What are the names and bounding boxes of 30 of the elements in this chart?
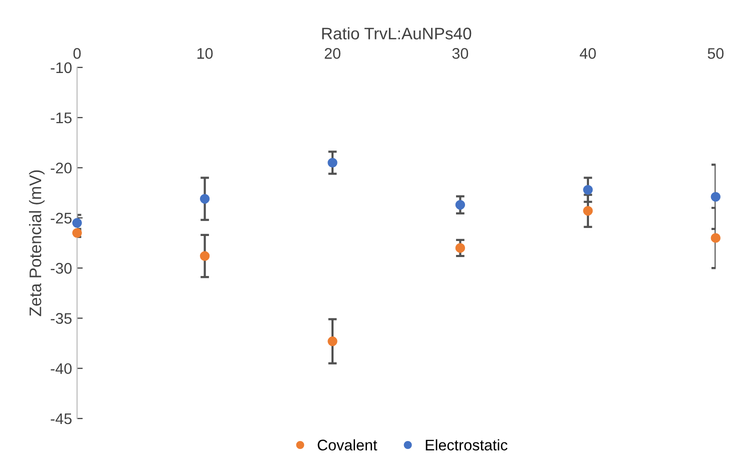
point [200,194,210,204]
y-tick-label: -35 [50,313,72,324]
y-tick-label: -45 [50,414,72,424]
point [583,184,593,195]
point [200,251,210,261]
point [328,336,338,346]
point [72,228,82,238]
y-axis-title: Zeta Potencial (mV) [29,170,45,316]
legend-label: Electrostatic [426,439,508,450]
point [455,200,466,210]
x-tick-label: 50 [708,48,724,59]
y-tick-label: -15 [50,112,72,124]
point [583,206,593,216]
x-tick-label: 0 [73,48,81,59]
y-tick-label: -40 [50,363,72,374]
point [455,243,466,253]
y-tick-label: -25 [50,212,72,224]
point [72,218,82,228]
y-tick-label: -30 [50,262,72,274]
point [710,192,721,202]
point [710,233,721,243]
point [328,158,338,168]
y-tick-label: -10 [50,62,72,74]
x-tick-label: 30 [452,48,468,59]
x-tick-label: 40 [580,48,596,59]
legend-label: Covalent [318,439,378,450]
x-tick-label: 10 [197,48,213,59]
x-tick-label: 20 [324,48,340,59]
y-tick-label: -20 [50,162,72,174]
x-axis-title: Ratio TrvL:AuNPs40 [322,27,472,40]
